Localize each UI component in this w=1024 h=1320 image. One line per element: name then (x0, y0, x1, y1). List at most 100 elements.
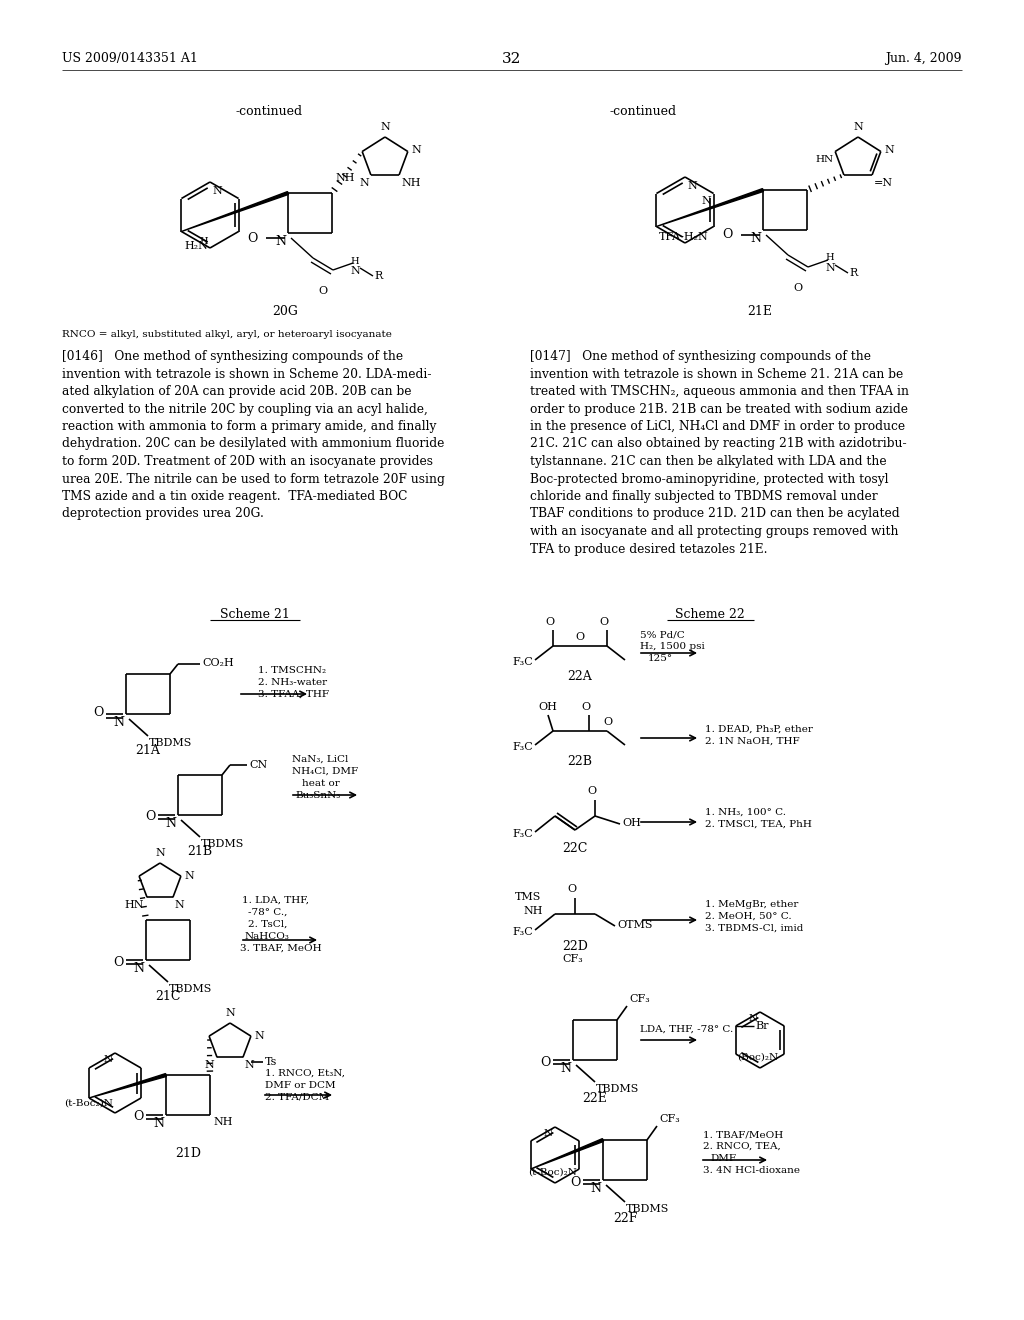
Text: LDA, THF, -78° C.: LDA, THF, -78° C. (640, 1026, 733, 1034)
Text: 3. 4N HCl-dioxane: 3. 4N HCl-dioxane (703, 1166, 800, 1175)
Text: (Boc)₂N: (Boc)₂N (737, 1053, 778, 1063)
Text: (t-Boc)₂N: (t-Boc)₂N (528, 1168, 578, 1177)
Text: N: N (412, 144, 422, 154)
Text: 1. NH₃, 100° C.: 1. NH₃, 100° C. (705, 808, 786, 817)
Polygon shape (181, 191, 289, 231)
Text: 20G: 20G (272, 305, 298, 318)
Text: OH: OH (539, 702, 557, 711)
Text: N: N (590, 1181, 601, 1195)
Text: DMF or DCM: DMF or DCM (265, 1081, 336, 1090)
Text: N: N (153, 1117, 164, 1130)
Text: US 2009/0143351 A1: US 2009/0143351 A1 (62, 51, 198, 65)
Text: N: N (701, 195, 712, 206)
Text: TFA-H₂N: TFA-H₂N (658, 231, 709, 242)
Text: N: N (175, 900, 184, 911)
Text: N: N (185, 871, 195, 882)
Text: N: N (205, 1060, 214, 1071)
Text: N: N (750, 232, 761, 246)
Text: RNCO = alkyl, substituted alkyl, aryl, or heteroaryl isocyanate: RNCO = alkyl, substituted alkyl, aryl, o… (62, 330, 392, 339)
Text: Ts: Ts (265, 1057, 278, 1068)
Text: HN: HN (815, 154, 834, 164)
Text: N: N (560, 1063, 571, 1074)
Text: 2. MeOH, 50° C.: 2. MeOH, 50° C. (705, 912, 792, 921)
Text: NH: NH (401, 178, 421, 187)
Text: O: O (582, 702, 591, 711)
Text: 2. TMSCl, TEA, PhH: 2. TMSCl, TEA, PhH (705, 820, 812, 829)
Text: 21D: 21D (175, 1147, 201, 1160)
Text: Scheme 21: Scheme 21 (220, 609, 290, 620)
Text: (t-Boc₂)N: (t-Boc₂)N (65, 1100, 113, 1107)
Text: 2. TsCl,: 2. TsCl, (248, 920, 288, 929)
Text: 22B: 22B (567, 755, 593, 768)
Text: Br: Br (756, 1020, 769, 1031)
Text: Jun. 4, 2009: Jun. 4, 2009 (886, 51, 962, 65)
Text: R: R (374, 271, 382, 281)
Text: [0146]   One method of synthesizing compounds of the
invention with tetrazole is: [0146] One method of synthesizing compou… (62, 350, 444, 520)
Text: CF₃: CF₃ (659, 1114, 680, 1125)
Text: N: N (853, 121, 863, 132)
Text: H: H (825, 253, 834, 263)
Text: H₂N: H₂N (184, 242, 208, 251)
Text: CF₃: CF₃ (629, 994, 650, 1005)
Text: 22A: 22A (567, 671, 592, 682)
Text: O: O (567, 884, 577, 894)
Text: F₃C: F₃C (512, 927, 534, 937)
Text: NH: NH (335, 173, 354, 183)
Text: O: O (133, 1110, 144, 1123)
Text: N: N (113, 715, 124, 729)
Text: O: O (114, 956, 124, 969)
Text: TBDMS: TBDMS (150, 738, 193, 748)
Text: N: N (825, 263, 835, 273)
Text: N: N (155, 847, 165, 858)
Text: 5% Pd/C: 5% Pd/C (640, 630, 685, 639)
Polygon shape (89, 1073, 167, 1098)
Text: N: N (165, 817, 176, 830)
Text: -continued: -continued (610, 106, 677, 117)
Text: Bu₃SnN₃: Bu₃SnN₃ (295, 791, 340, 800)
Text: O: O (541, 1056, 551, 1068)
Text: O: O (588, 785, 597, 796)
Text: 21A: 21A (135, 744, 161, 756)
Text: [0147]   One method of synthesizing compounds of the
invention with tetrazole is: [0147] One method of synthesizing compou… (530, 350, 909, 556)
Text: O: O (546, 616, 555, 627)
Text: 1. LDA, THF,: 1. LDA, THF, (242, 896, 309, 906)
Text: TBDMS: TBDMS (201, 840, 245, 849)
Text: heat or: heat or (302, 779, 340, 788)
Text: NaHCO₃: NaHCO₃ (245, 932, 290, 941)
Text: N: N (359, 178, 369, 187)
Text: NH: NH (213, 1117, 232, 1127)
Text: 3. TBDMS-Cl, imid: 3. TBDMS-Cl, imid (705, 924, 804, 933)
Polygon shape (530, 1139, 603, 1170)
Text: NH: NH (523, 906, 543, 916)
Text: O: O (599, 616, 608, 627)
Text: TBDMS: TBDMS (626, 1204, 670, 1214)
Text: 1. TMSCHN₂: 1. TMSCHN₂ (258, 667, 326, 675)
Text: 22F: 22F (612, 1212, 637, 1225)
Text: O: O (93, 705, 104, 718)
Text: OTMS: OTMS (617, 920, 652, 931)
Text: O: O (248, 231, 258, 244)
Text: HN: HN (125, 900, 144, 911)
Text: N: N (245, 1060, 255, 1071)
Polygon shape (656, 189, 764, 227)
Text: 1. DEAD, Ph₃P, ether: 1. DEAD, Ph₃P, ether (705, 725, 813, 734)
Text: 1. RNCO, Et₃N,: 1. RNCO, Et₃N, (265, 1069, 345, 1078)
Text: CO₂H: CO₂H (202, 657, 233, 668)
Text: 21B: 21B (187, 845, 213, 858)
Text: 32: 32 (503, 51, 521, 66)
Text: N: N (350, 267, 359, 276)
Text: 22E: 22E (583, 1092, 607, 1105)
Text: F₃C: F₃C (512, 657, 534, 667)
Text: 21C: 21C (156, 990, 181, 1003)
Text: N: N (544, 1129, 553, 1138)
Text: O: O (145, 810, 156, 824)
Text: Scheme 22: Scheme 22 (675, 609, 744, 620)
Text: TBDMS: TBDMS (169, 983, 212, 994)
Text: N: N (133, 962, 144, 975)
Text: N: N (275, 235, 286, 248)
Text: 22D: 22D (562, 940, 588, 953)
Text: =N: =N (874, 178, 893, 187)
Text: R: R (849, 268, 857, 279)
Text: N: N (103, 1055, 113, 1064)
Text: F₃C: F₃C (512, 742, 534, 752)
